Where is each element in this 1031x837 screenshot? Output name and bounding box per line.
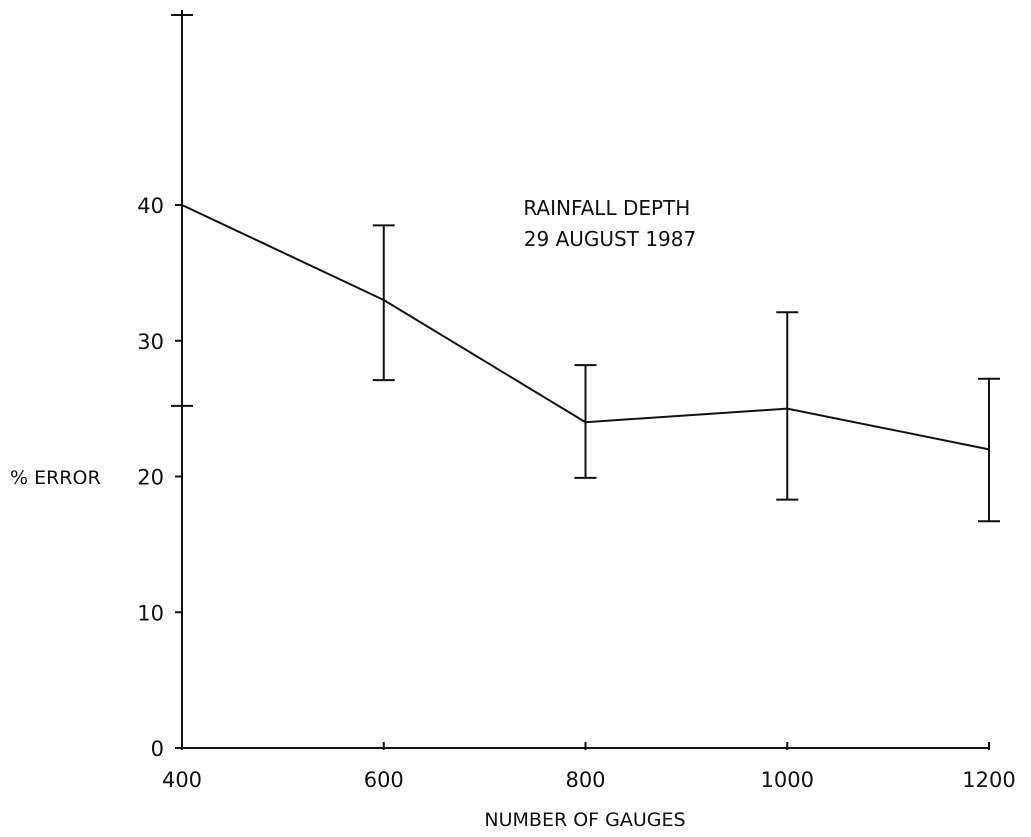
chart-annotation: RAINFALL DEPTH 29 AUGUST 1987 [523, 196, 696, 251]
data-point [786, 407, 789, 410]
data-point [988, 448, 990, 451]
y-tick-label: 40 [137, 194, 164, 218]
annotation-line-1: RAINFALL DEPTH [523, 196, 690, 220]
y-tick-label: 20 [137, 466, 164, 490]
x-tick-label: 800 [565, 768, 605, 792]
x-ticks: 400 600 800 1000 1200 [162, 742, 1016, 792]
data-point [382, 299, 385, 302]
y-ticks: 0 10 20 30 40 [137, 194, 182, 761]
series-lines [181, 204, 990, 451]
y-axis-title: % ERROR [10, 467, 101, 489]
error-bars [171, 13, 1000, 523]
y-tick-label: 30 [137, 330, 164, 354]
annotation-line-2: 29 AUGUST 1987 [524, 227, 696, 251]
x-tick-label: 600 [364, 768, 404, 792]
x-tick-label: 400 [162, 768, 202, 792]
y-tick-label: 10 [137, 601, 164, 625]
data-point [584, 421, 587, 424]
x-tick-label: 1000 [761, 768, 814, 792]
y-tick-label: 0 [151, 737, 164, 761]
x-tick-label: 1200 [962, 768, 1015, 792]
x-axis-title: NUMBER OF GAUGES [484, 809, 685, 831]
data-point [181, 204, 183, 206]
